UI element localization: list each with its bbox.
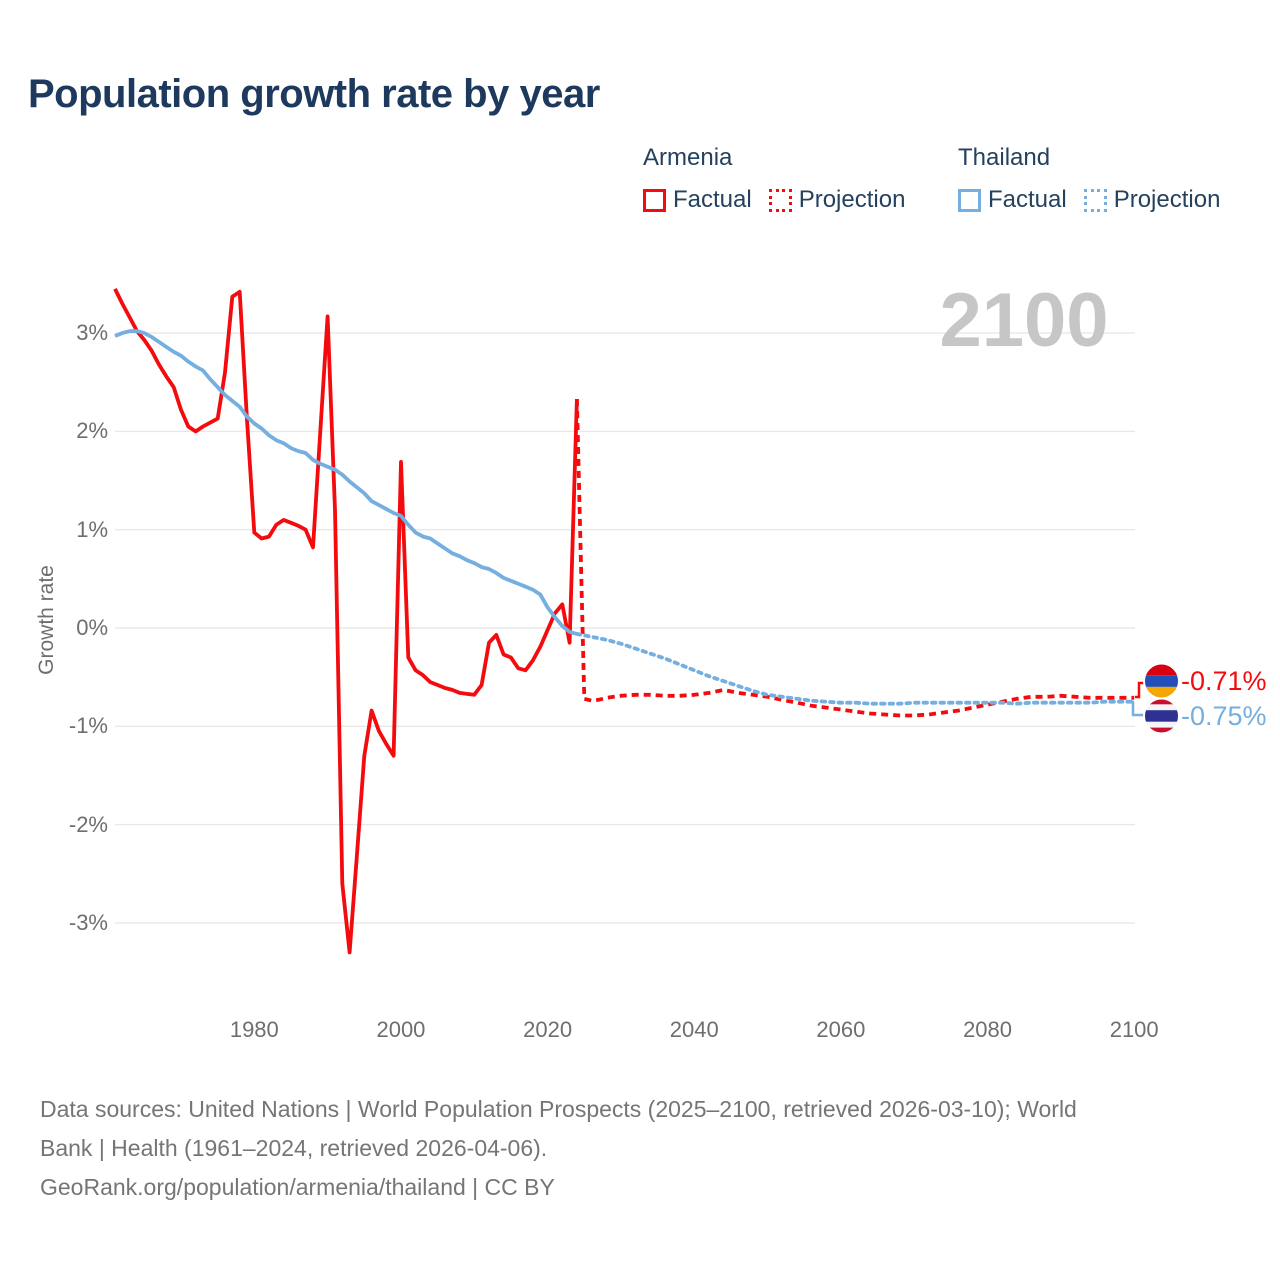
y-tick-label: 2% (76, 418, 108, 444)
y-tick-label: 1% (76, 516, 108, 542)
y-tick-label: -1% (68, 713, 108, 739)
x-tick-label: 2040 (669, 1017, 719, 1042)
thailand-factual-swatch-icon[interactable] (958, 188, 981, 212)
page-title: Population growth rate by year (28, 72, 600, 116)
thailand-leader-line (1131, 700, 1144, 717)
thailand-factual-label[interactable]: Factual (988, 186, 1067, 213)
series-lines (113, 288, 1137, 955)
legend-group-armenia: Armenia Factual Projection (643, 143, 922, 214)
y-tick-label: -3% (68, 909, 108, 935)
thailand-end-value: -0.75% (1181, 701, 1267, 731)
legend-group-thailand: Thailand Factual Projection (958, 143, 1237, 214)
legend-country-thailand: Thailand (958, 144, 1051, 171)
x-tick-label: 2020 (523, 1017, 573, 1042)
armenia-factual-label[interactable]: Factual (673, 186, 752, 213)
series-line-armenia-projection (575, 398, 1135, 718)
x-tick-label: 2100 (1109, 1017, 1159, 1042)
attribution-line: GeoRank.org/population/armenia/thailand … (40, 1174, 555, 1200)
period-watermark: 2100 (939, 278, 1108, 363)
thailand-projection-swatch-icon[interactable] (1083, 188, 1107, 212)
gridlines (115, 332, 1135, 924)
source-line-1: Data sources: United Nations | World Pop… (40, 1096, 1077, 1122)
y-tick-label: -2% (68, 811, 108, 837)
y-tick-label: 0% (76, 615, 108, 640)
y-tick-label: 3% (76, 320, 108, 346)
armenia-leader-line (1135, 681, 1144, 699)
series-line-thailand-factual (114, 329, 578, 636)
x-tick-label: 1980 (229, 1017, 279, 1042)
x-tick-label: 2080 (963, 1017, 1013, 1042)
armenia-flag-icon (1143, 662, 1180, 700)
source-line-2: Bank | Health (1961–2024, retrieved 2026… (40, 1135, 548, 1161)
armenia-factual-swatch-icon[interactable] (643, 188, 666, 212)
leader-lines (1131, 681, 1144, 717)
thailand-projection-label[interactable]: Projection (1113, 186, 1221, 213)
thailand-flag-icon (1143, 697, 1180, 735)
x-tick-label: 2000 (376, 1017, 426, 1042)
data-sources-note: Data sources: United Nations | World Pop… (40, 1090, 1240, 1207)
series-line-thailand-projection (575, 632, 1137, 706)
armenia-projection-label[interactable]: Projection (798, 186, 906, 213)
armenia-projection-swatch-icon[interactable] (768, 188, 792, 212)
armenia-end-value: -0.71% (1181, 666, 1267, 696)
legend-country-armenia: Armenia (643, 144, 733, 171)
x-tick-label: 2060 (816, 1017, 866, 1042)
series-line-armenia-factual (113, 288, 579, 955)
